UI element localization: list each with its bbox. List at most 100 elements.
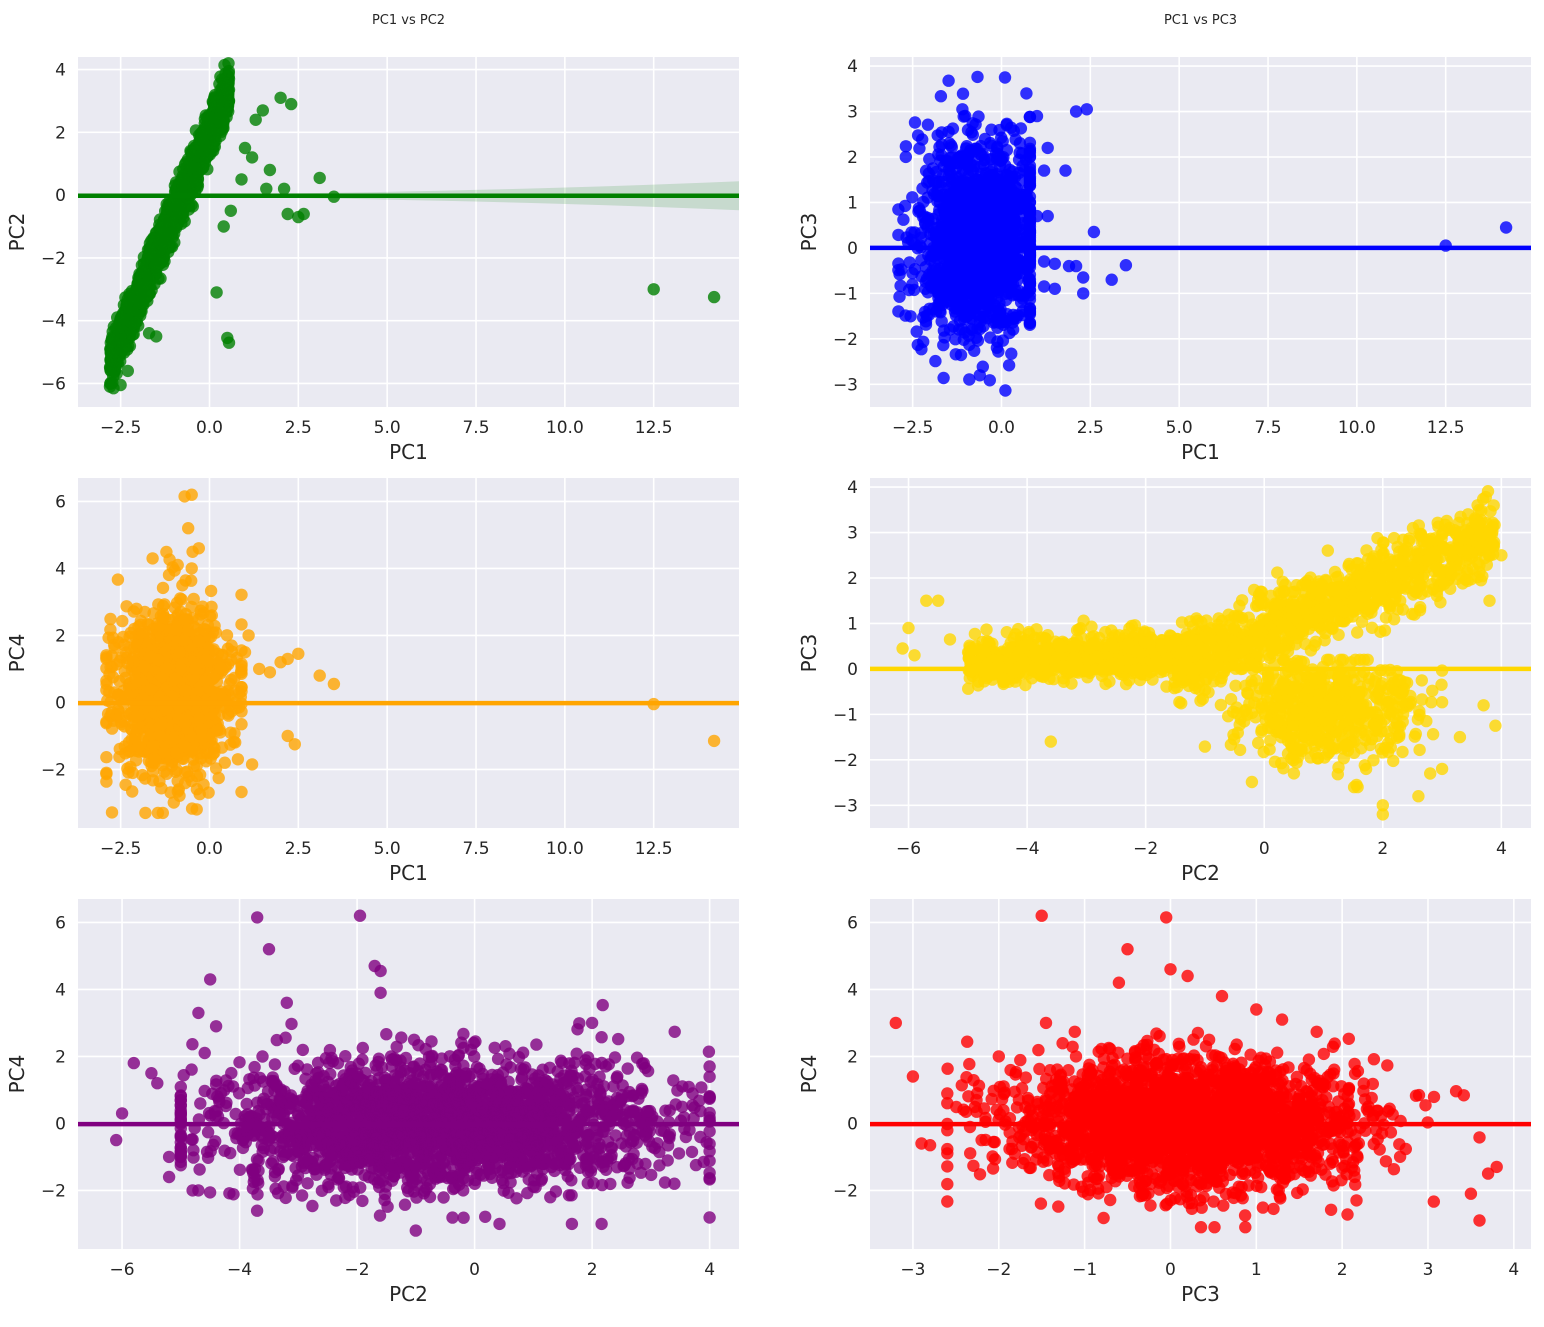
data-point <box>124 626 137 640</box>
data-point <box>178 613 192 626</box>
data-point <box>281 652 294 666</box>
data-point <box>292 647 305 660</box>
data-point <box>229 736 242 749</box>
data-point <box>185 600 198 614</box>
data-point <box>935 315 948 328</box>
data-point <box>119 671 132 684</box>
x-tick-label: 0.0 <box>988 418 1015 438</box>
data-point <box>978 199 992 213</box>
x-tick-label: 12.5 <box>635 418 673 438</box>
data-point <box>191 685 204 698</box>
data-point <box>164 786 177 799</box>
data-point <box>192 542 205 555</box>
data-point <box>121 657 134 670</box>
data-point <box>969 300 983 313</box>
data-point <box>235 667 248 680</box>
data-point <box>111 573 125 586</box>
data-point <box>169 623 183 636</box>
data-point <box>120 600 133 613</box>
x-tick-label: 0.0 <box>196 418 223 438</box>
y-tick-label: −2 <box>41 249 66 269</box>
data-point <box>1059 164 1072 177</box>
data-point <box>994 230 1007 244</box>
y-tick-label: −4 <box>41 312 66 332</box>
x-tick-label: 2.5 <box>285 418 312 438</box>
data-point <box>972 110 985 123</box>
data-point <box>200 150 214 164</box>
data-point <box>981 634 994 648</box>
data-point <box>274 91 287 105</box>
data-point <box>1041 209 1054 223</box>
data-point <box>192 634 206 648</box>
data-point <box>981 311 994 325</box>
x-tick-label: 7.5 <box>1254 418 1281 438</box>
data-point <box>100 767 113 781</box>
x-tick-label: 10.0 <box>546 839 584 859</box>
data-point <box>113 742 127 756</box>
data-point <box>1030 109 1044 123</box>
data-point <box>169 672 182 686</box>
data-point <box>1105 273 1118 286</box>
y-axis-label: PC2 <box>5 213 29 252</box>
data-point <box>202 654 215 667</box>
data-point <box>256 104 269 117</box>
data-point <box>182 522 195 535</box>
data-point <box>1037 164 1051 177</box>
data-point <box>138 772 152 785</box>
data-point <box>971 70 984 84</box>
x-tick-label: 7.5 <box>462 418 489 438</box>
data-point <box>146 552 159 565</box>
data-point <box>893 290 906 303</box>
y-tick-label: 4 <box>55 61 66 81</box>
data-point <box>1007 311 1020 325</box>
data-point <box>196 731 209 744</box>
y-tick-label: 1 <box>847 193 858 213</box>
data-point <box>985 139 998 152</box>
data-point <box>707 290 721 304</box>
data-point <box>178 717 192 730</box>
data-point <box>929 354 942 368</box>
x-axis-label: PC1 <box>389 861 428 885</box>
data-point <box>899 150 912 164</box>
data-point <box>106 671 120 684</box>
data-point <box>235 681 248 694</box>
data-point <box>235 173 248 186</box>
data-point <box>1003 183 1016 197</box>
data-point <box>916 133 929 146</box>
data-point <box>979 286 992 300</box>
data-point <box>906 191 919 204</box>
x-tick-label: 10.0 <box>546 418 584 438</box>
data-point <box>956 87 970 100</box>
data-point <box>175 593 188 606</box>
data-point <box>205 600 218 613</box>
data-point <box>892 305 905 318</box>
data-point <box>185 160 199 174</box>
x-tick-label: 0.0 <box>196 839 223 859</box>
data-point <box>984 153 997 166</box>
data-point <box>260 182 273 195</box>
y-tick-label: 2 <box>847 148 858 168</box>
data-point <box>907 283 921 297</box>
data-point <box>189 174 202 187</box>
data-point <box>910 325 923 338</box>
data-point <box>983 374 996 387</box>
data-point <box>178 766 192 779</box>
y-tick-label: 6 <box>55 492 66 512</box>
data-point <box>1048 282 1062 295</box>
data-point <box>993 123 1006 137</box>
x-tick-label: 2.5 <box>1077 418 1104 438</box>
data-point <box>1013 137 1027 150</box>
data-point <box>134 618 147 631</box>
data-point <box>235 618 248 631</box>
data-point <box>285 97 298 111</box>
data-point <box>949 348 962 361</box>
data-point <box>1041 141 1054 155</box>
data-point <box>979 167 993 180</box>
data-point <box>921 118 935 131</box>
data-point <box>958 313 971 326</box>
data-point <box>131 710 144 723</box>
subplot-title: PC1 vs PC3 <box>1164 13 1237 28</box>
data-point <box>107 320 121 333</box>
data-point <box>155 229 168 242</box>
